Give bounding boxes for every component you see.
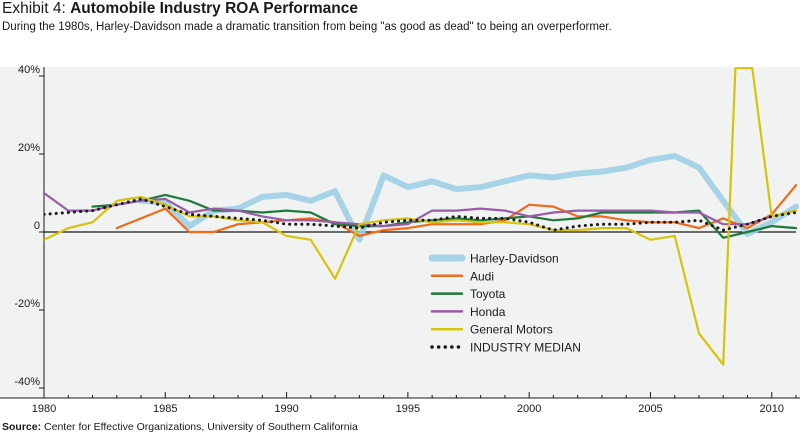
source-text: Center for Effective Organizations, Univ… bbox=[44, 421, 358, 433]
y-tick-label: 40% bbox=[18, 64, 40, 76]
x-tick-label: 1985 bbox=[153, 403, 177, 415]
legend: Harley-Davidson Audi Toyota Honda General Mo… bbox=[428, 252, 581, 355]
source-note: Source: Center for Effective Organizatio… bbox=[2, 421, 358, 433]
legend-label-toyota: Toyota bbox=[470, 287, 506, 301]
x-tick-label: 2000 bbox=[517, 403, 541, 415]
x-tick-label: 1990 bbox=[274, 403, 298, 415]
legend-label-industry-median: INDUSTRY MEDIAN bbox=[470, 341, 581, 355]
y-tick-label: 20% bbox=[18, 142, 40, 154]
axes: 40% 20% 0 -20% -40% 1980 1985 1990 1995 2000 2005 2… bbox=[0, 64, 800, 415]
x-tick-label: 2010 bbox=[759, 403, 783, 415]
y-tick-label: -20% bbox=[14, 298, 40, 310]
exhibit-label: Exhibit 4: bbox=[2, 0, 66, 17]
exhibit-title: Exhibit 4: Automobile Industry ROA Perfo… bbox=[2, 0, 358, 18]
series-line-general-motors bbox=[44, 67, 798, 366]
chart-title: Automobile Industry ROA Performance bbox=[70, 0, 359, 17]
y-tick-label: -40% bbox=[14, 376, 40, 388]
series-lines bbox=[44, 67, 799, 366]
source-label: Source: bbox=[2, 421, 42, 433]
x-tick-label: 1995 bbox=[396, 403, 420, 415]
series-line-audi bbox=[115, 184, 798, 237]
legend-label-general-motors: General Motors bbox=[470, 323, 553, 337]
series-line-harley-davidson bbox=[138, 152, 799, 243]
chart-subtitle: During the 1980s, Harley-Davidson made a… bbox=[2, 21, 612, 33]
x-tick-label: 2005 bbox=[638, 403, 662, 415]
series-line-honda bbox=[44, 191, 798, 228]
legend-label-audi: Audi bbox=[470, 269, 494, 283]
legend-label-honda: Honda bbox=[470, 305, 506, 319]
x-tick-label: 1980 bbox=[32, 403, 56, 415]
series-line-industry-median bbox=[44, 197, 798, 232]
legend-label-harley-davidson: Harley-Davidson bbox=[470, 252, 559, 266]
y-tick-label: 0 bbox=[34, 220, 40, 232]
